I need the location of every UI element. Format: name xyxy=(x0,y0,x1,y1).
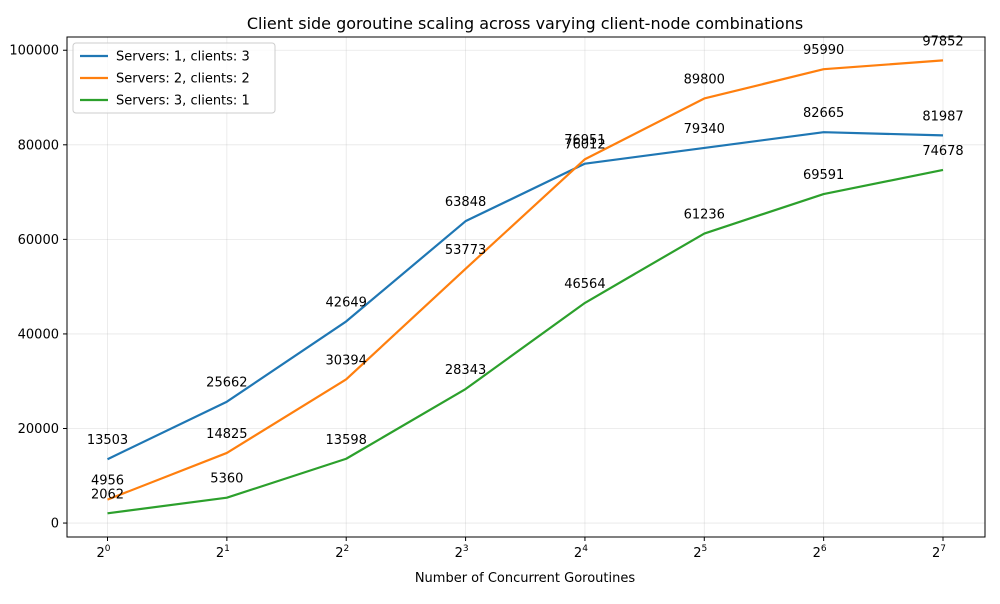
data-label: 76951 xyxy=(564,133,605,148)
data-label: 69591 xyxy=(803,168,844,183)
x-tick-label: 26 xyxy=(813,544,827,561)
y-tick-label: 80000 xyxy=(18,138,59,153)
y-tick-label: 40000 xyxy=(18,327,59,342)
y-axis: 0 20000 40000 60000 80000 100000 xyxy=(9,44,67,532)
x-tick-label: 25 xyxy=(693,544,707,561)
data-label: 25662 xyxy=(206,376,247,391)
data-label: 79340 xyxy=(684,122,725,137)
y-tick-label: 0 xyxy=(51,517,59,532)
data-label: 82665 xyxy=(803,106,844,121)
data-label: 42649 xyxy=(326,295,367,310)
legend-label: Servers: 1, clients: 3 xyxy=(116,50,250,65)
data-label: 61236 xyxy=(684,208,725,223)
data-label: 46564 xyxy=(564,277,605,292)
data-label: 95990 xyxy=(803,43,844,58)
data-label: 28343 xyxy=(445,363,486,378)
data-label: 74678 xyxy=(922,144,963,159)
x-tick-label: 22 xyxy=(335,544,349,561)
data-label: 53773 xyxy=(445,243,486,258)
data-label: 81987 xyxy=(922,109,963,124)
x-axis: 20 21 22 23 24 25 26 27 xyxy=(96,537,946,561)
x-tick-label: 20 xyxy=(96,544,110,561)
x-tick-label: 27 xyxy=(932,544,946,561)
data-label: 30394 xyxy=(326,353,367,368)
legend: Servers: 1, clients: 3 Servers: 2, client… xyxy=(73,43,275,113)
series-line-3 xyxy=(108,170,944,513)
x-tick-label: 21 xyxy=(216,544,230,561)
series-lines xyxy=(107,60,943,513)
data-label: 2062 xyxy=(91,487,124,502)
x-axis-label: Number of Concurrent Goroutines xyxy=(415,571,636,586)
data-label: 5360 xyxy=(210,472,243,487)
x-tick-label: 24 xyxy=(574,544,588,561)
legend-label: Servers: 3, clients: 1 xyxy=(116,94,250,109)
y-tick-label: 60000 xyxy=(18,233,59,248)
data-label: 13598 xyxy=(326,433,367,448)
data-label: 89800 xyxy=(684,72,725,87)
x-tick-label: 23 xyxy=(455,544,469,561)
data-label: 13503 xyxy=(87,433,128,448)
chart-title: Client side goroutine scaling across var… xyxy=(247,14,803,33)
y-tick-label: 20000 xyxy=(18,422,59,437)
y-tick-label: 100000 xyxy=(9,44,59,59)
legend-label: Servers: 2, clients: 2 xyxy=(116,72,250,87)
data-label: 63848 xyxy=(445,195,486,210)
data-label: 14825 xyxy=(206,427,247,442)
